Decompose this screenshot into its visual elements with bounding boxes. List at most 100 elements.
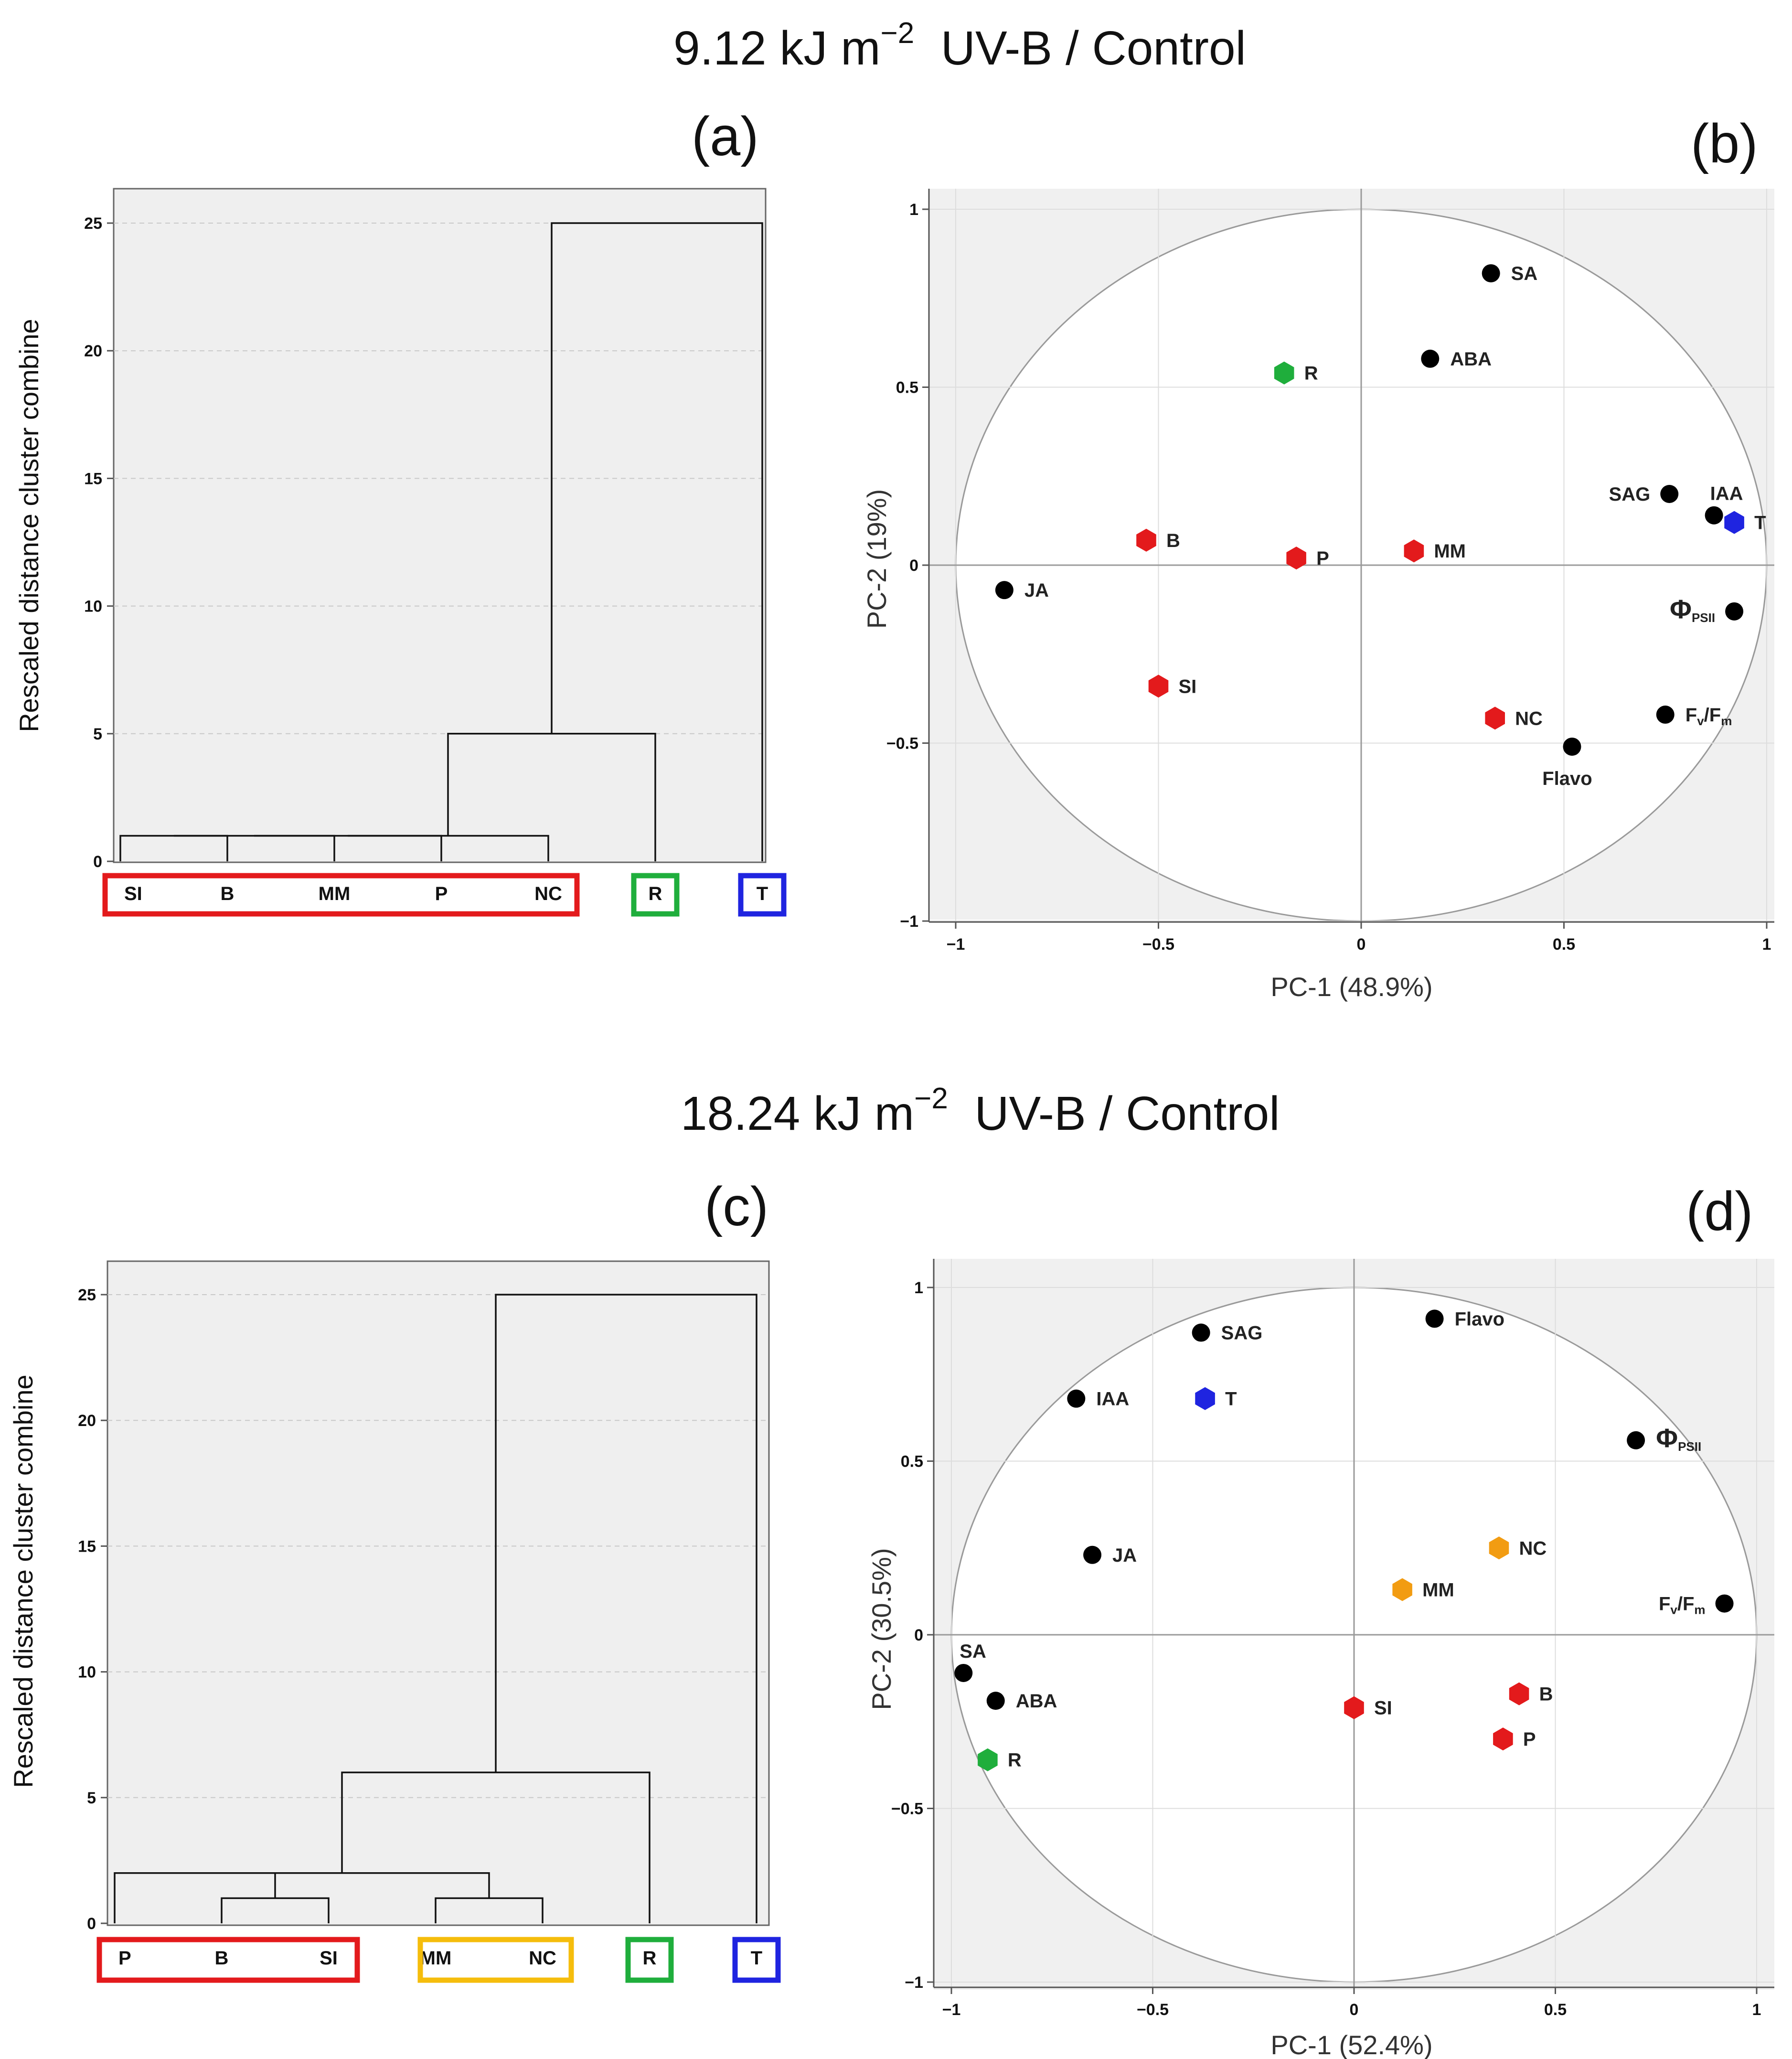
- leaf-labels: SI B MM P NC R T: [124, 883, 768, 904]
- y-tick-label: 5: [87, 1789, 96, 1807]
- y-tick-label: 0: [914, 1626, 923, 1644]
- loading-points: Flavo SAG IAA T ΦPSII NC JA MM Fv/Fm SA ABA B SI P R: [954, 1308, 1734, 1771]
- loading-point-circle: [986, 1692, 1005, 1710]
- cluster-group-box: [96, 1937, 360, 1983]
- point-label: SA: [1511, 263, 1538, 284]
- leaf-label: R: [643, 1948, 657, 1969]
- leaf-label: MM: [319, 883, 351, 904]
- x-tick-label: 1: [1762, 935, 1771, 954]
- y-axis-label: Rescaled distance cluster combine: [14, 319, 44, 732]
- leaf-label: P: [118, 1948, 131, 1969]
- loading-point-circle: [1563, 737, 1581, 756]
- y-axis-ticks: −1 −0.5 0 0.5 1: [891, 1279, 934, 1992]
- point-label: Flavo: [1455, 1308, 1504, 1330]
- point-label: R: [1008, 1750, 1022, 1771]
- loading-point-circle: [1656, 705, 1675, 724]
- leaf-label: NC: [529, 1948, 556, 1969]
- panel-letter-d: (d): [1686, 1181, 1753, 1242]
- leaf-label: T: [751, 1948, 762, 1969]
- loading-point-hexagon: [1344, 1696, 1364, 1719]
- x-tick-label: −1: [942, 2001, 961, 2019]
- cluster-group-boxes: [102, 873, 787, 917]
- y-axis-ticks: −1 −0.5 0 0.5 1: [886, 201, 929, 931]
- leaf-label: B: [221, 883, 235, 904]
- x-tick-label: −0.5: [1142, 935, 1174, 954]
- loading-point-hexagon: [1148, 675, 1169, 698]
- plot-background: [107, 1260, 770, 1926]
- pca-panel-b: −1 −0.5 0 0.5 1 −1 −0.5 0 0.5 1 SA ABA R SAG IAA T B P M…: [862, 189, 1774, 1002]
- panel-letter-b: (b): [1691, 113, 1758, 174]
- y-axis-ticks: 0 5 10 15 20 25: [84, 214, 114, 871]
- point-label: IAA: [1710, 483, 1743, 504]
- loading-point-circle: [1482, 264, 1500, 283]
- cluster-group-box: [631, 873, 680, 917]
- loading-point-circle: [1705, 506, 1723, 525]
- leaf-label: MM: [420, 1948, 452, 1969]
- dendrogram-panel-c: 0 5 10 15 20 25 P B SI MM NC R T Rescaled distance …: [8, 1260, 781, 1983]
- dendrogram-link: [348, 835, 549, 861]
- loading-point-hexagon: [1724, 511, 1744, 534]
- loading-point-hexagon: [978, 1748, 998, 1771]
- y-tick-label: 0.5: [901, 1453, 923, 1471]
- x-tick-label: 1: [1752, 2001, 1761, 2019]
- point-label: R: [1304, 363, 1318, 384]
- section-title-bottom: 18.24 kJ m−2 UV-B / Control: [681, 1082, 1280, 1140]
- loading-point-circle: [1083, 1545, 1102, 1564]
- loading-point-circle: [1725, 602, 1744, 621]
- leaf-label: B: [215, 1948, 229, 1969]
- point-label: ΦPSII: [1670, 594, 1715, 625]
- loading-point-circle: [995, 581, 1013, 600]
- loading-point-hexagon: [1509, 1682, 1529, 1705]
- loading-point-circle: [954, 1663, 973, 1682]
- y-tick-label: 25: [78, 1286, 96, 1304]
- loading-point-circle: [1660, 485, 1679, 503]
- y-tick-label: −0.5: [891, 1800, 923, 1818]
- axes: [928, 189, 1774, 923]
- y-tick-label: 20: [84, 342, 102, 360]
- y-axis-label: Rescaled distance cluster combine: [8, 1374, 38, 1788]
- y-tick-label: 25: [84, 214, 102, 233]
- section-title-top: 9.12 kJ m−2 UV-B / Control: [673, 17, 1246, 75]
- point-label: SAG: [1609, 484, 1651, 505]
- pca-panel-d: −1 −0.5 0 0.5 1 −1 −0.5 0 0.5 1 Flavo SAG IAA T ΦPSI…: [866, 1259, 1774, 2059]
- y-tick-label: 0: [87, 1915, 96, 1933]
- dendrogram-panel-a: 0 5 10 15 20 25 SI B MM P NC R T Rescaled distance …: [14, 188, 787, 917]
- y-tick-label: 0: [909, 557, 918, 575]
- x-tick-label: −0.5: [1137, 2001, 1169, 2019]
- dendrogram-link: [495, 1294, 757, 1923]
- point-label: SI: [1179, 676, 1197, 697]
- leaf-label: R: [649, 883, 662, 904]
- y-tick-label: 0.5: [896, 379, 918, 397]
- leaf-labels: P B SI MM NC R T: [118, 1948, 762, 1969]
- point-label: MM: [1434, 541, 1466, 562]
- y-tick-label: 1: [909, 201, 918, 219]
- x-tick-label: 0.5: [1544, 2001, 1567, 2019]
- point-label: SA: [960, 1641, 986, 1662]
- point-label: SAG: [1221, 1323, 1263, 1344]
- y-axis-label: PC-2 (30.5%): [866, 1548, 896, 1710]
- leaf-label: NC: [534, 883, 562, 904]
- loading-point-hexagon: [1136, 528, 1156, 552]
- point-label: IAA: [1096, 1389, 1129, 1410]
- y-tick-label: 15: [78, 1537, 96, 1555]
- point-label: P: [1523, 1729, 1536, 1750]
- cluster-group-box: [738, 873, 787, 917]
- point-label: T: [1225, 1389, 1237, 1410]
- cluster-group-box: [625, 1937, 674, 1983]
- loading-point-circle: [1715, 1594, 1734, 1613]
- dendrogram-link: [195, 1872, 490, 1898]
- y-tick-label: 5: [93, 725, 102, 743]
- point-label: Fv/Fm: [1659, 1594, 1706, 1617]
- y-tick-label: −1: [905, 1973, 923, 1992]
- y-tick-label: 15: [84, 470, 102, 488]
- x-axis-ticks: −1 −0.5 0 0.5 1: [947, 922, 1771, 954]
- leaf-label: T: [757, 883, 768, 904]
- leaf-label: P: [435, 883, 448, 904]
- y-tick-label: 10: [84, 598, 102, 616]
- point-label: B: [1166, 530, 1180, 551]
- x-axis-label: PC-1 (52.4%): [1270, 2030, 1432, 2059]
- leaf-label: SI: [124, 883, 142, 904]
- point-label: ΦPSII: [1656, 1423, 1701, 1454]
- loading-point-hexagon: [1485, 707, 1505, 730]
